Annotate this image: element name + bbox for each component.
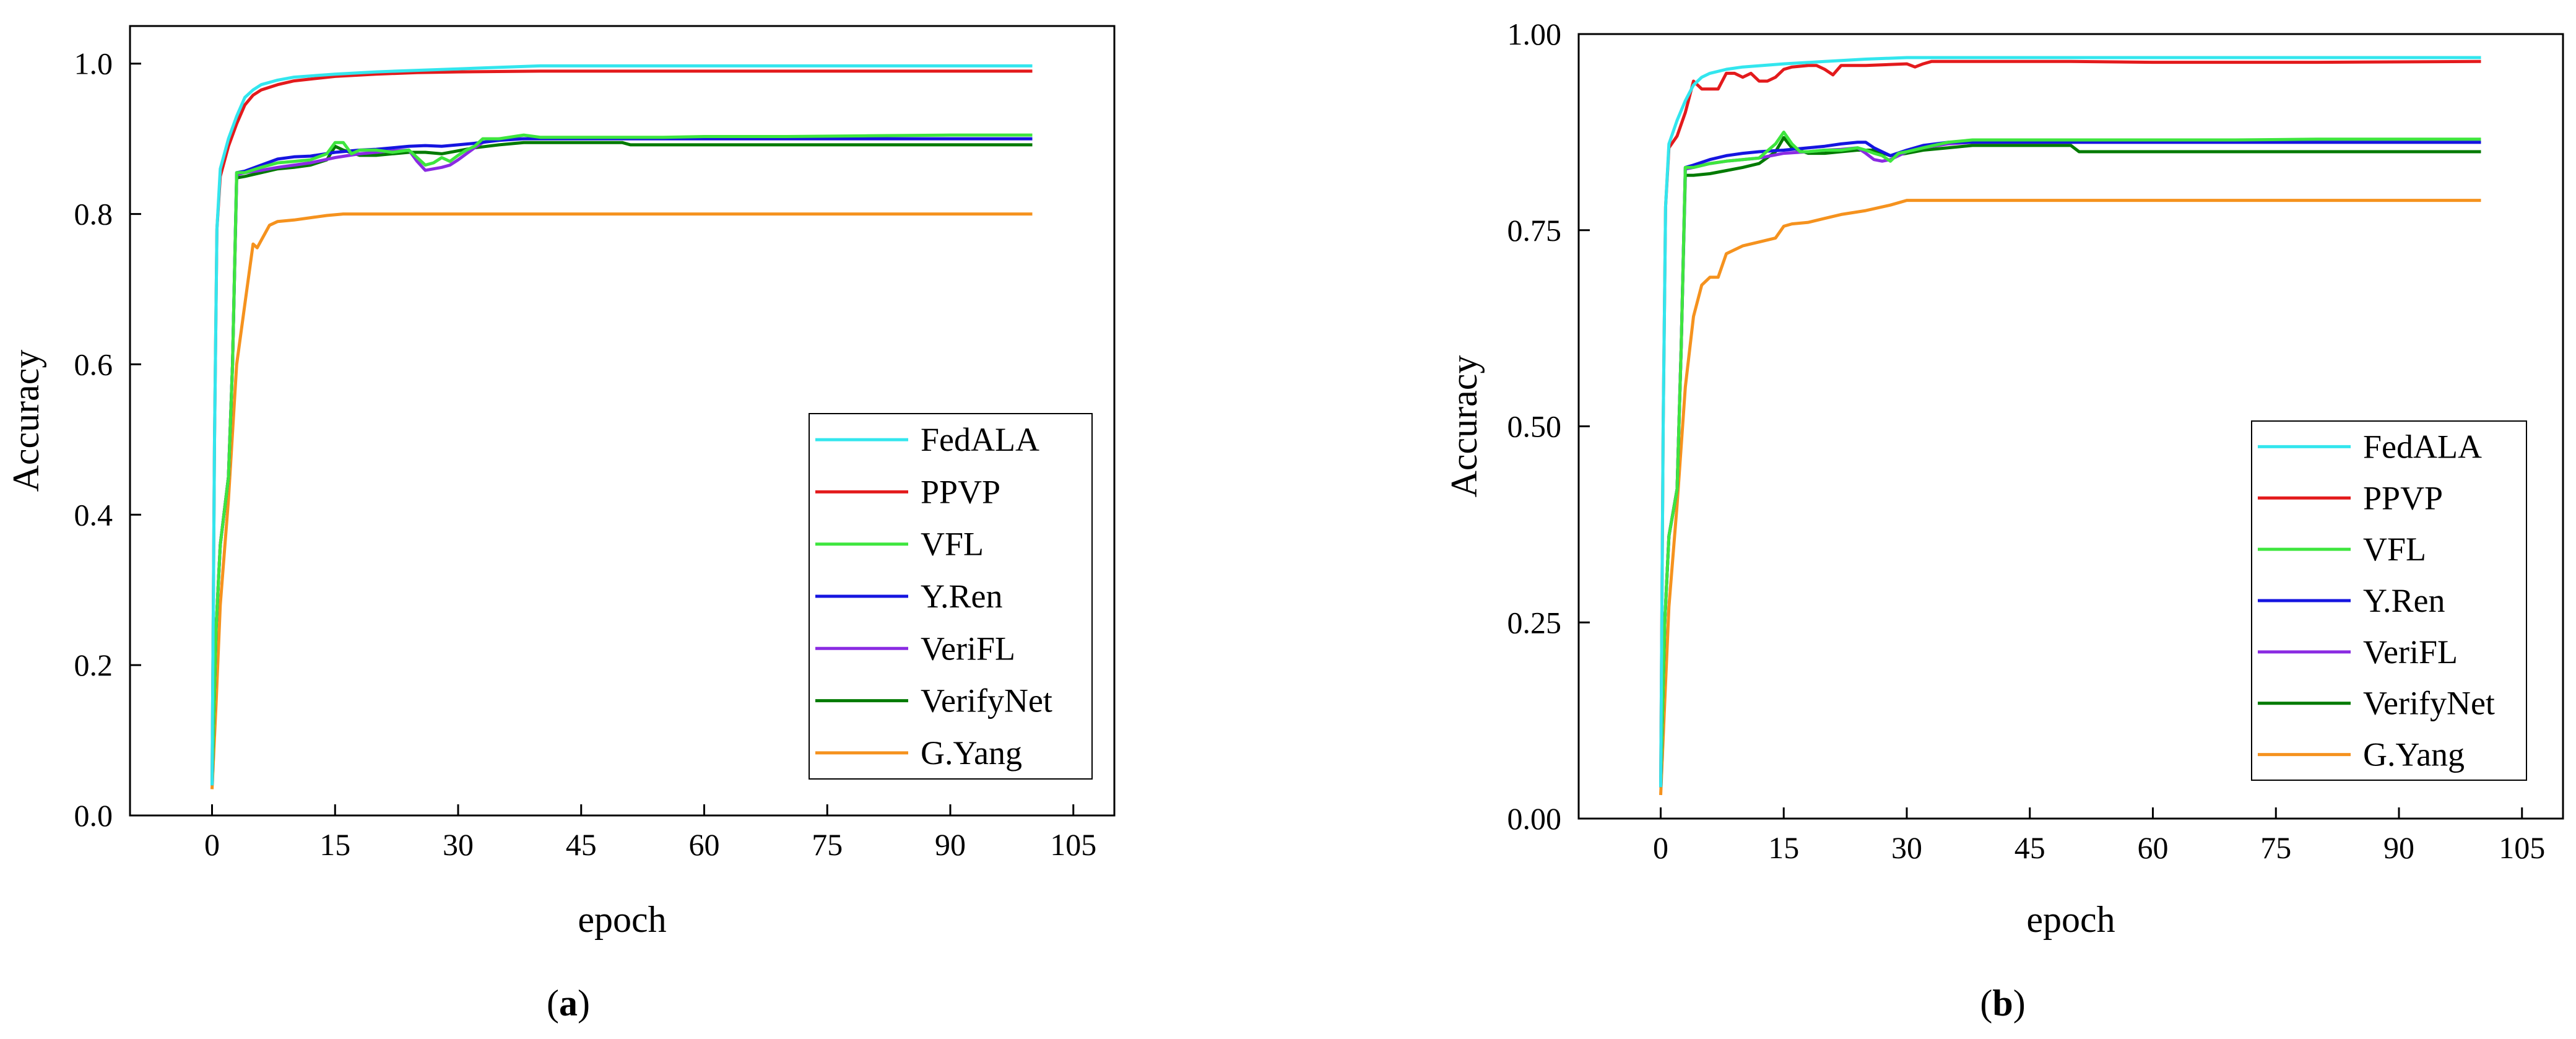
- y-tick-label: 1.0: [74, 46, 113, 81]
- x-tick-label: 105: [2499, 830, 2545, 865]
- y-tick-label: 0.25: [1507, 605, 1562, 640]
- x-tick-label: 15: [319, 827, 350, 862]
- legend-label: VerifyNet: [921, 682, 1052, 719]
- legend-label: FedALA: [921, 421, 1039, 458]
- chart-panel-a: 0 15 30 45 60 75 90 105 0.0 0.2 0.4 0.6 0.8 1.0 epoch A…: [6, 25, 1116, 1024]
- series-line-g-yang: [1659, 199, 2481, 796]
- x-tick-label: 90: [2383, 830, 2414, 865]
- legend-label: Y.Ren: [921, 578, 1003, 615]
- legend: FedALA PPVP VFL Y.Ren VeriFL VerifyNet G.Yang: [2251, 420, 2527, 781]
- legend-label: VFL: [2363, 531, 2426, 568]
- legend-label: Y.Ren: [2363, 582, 2445, 619]
- y-tick-label: 1.00: [1507, 17, 1562, 51]
- x-tick-label: 90: [935, 827, 966, 862]
- y-tick-label: 0.75: [1507, 213, 1562, 248]
- x-tick-label: 60: [689, 827, 720, 862]
- legend-label: VeriFL: [2363, 633, 2458, 671]
- panel-caption: (b): [1980, 983, 2025, 1024]
- x-tick-label: 0: [1653, 830, 1668, 865]
- legend-label: G.Yang: [921, 734, 1022, 772]
- y-tick-label: 0.6: [74, 347, 113, 381]
- legend-label: VerifyNet: [2363, 685, 2495, 722]
- series-line-vfl: [210, 133, 1033, 786]
- panel-caption: (a): [547, 983, 590, 1024]
- x-tick-label: 45: [566, 827, 597, 862]
- x-axis-title: epoch: [578, 899, 666, 940]
- y-axis-title: Accuracy: [1444, 355, 1485, 498]
- series-line-vfl: [1659, 130, 2481, 788]
- legend-label: VFL: [921, 526, 984, 563]
- panel-letter: a: [559, 983, 578, 1024]
- x-tick-label: 75: [2260, 830, 2291, 865]
- legend-label: G.Yang: [2363, 736, 2465, 773]
- x-tick-label: 15: [1768, 830, 1799, 865]
- x-tick-label: 0: [204, 827, 220, 862]
- x-tick-label: 105: [1050, 827, 1096, 862]
- y-tick-label: 0.00: [1507, 801, 1562, 836]
- series-group: [210, 64, 1033, 789]
- plot-frame: [129, 25, 1116, 817]
- y-tick-label: 0.50: [1507, 409, 1562, 444]
- panel-letter: b: [1992, 983, 2013, 1024]
- y-tick-label: 0.0: [74, 798, 113, 833]
- legend: FedALA PPVP VFL Y.Ren VeriFL VerifyNet G.Yang: [809, 413, 1093, 780]
- y-axis-title: Accuracy: [6, 350, 46, 492]
- series-line-fedala: [1659, 56, 2481, 788]
- series-line-fedala: [210, 64, 1033, 786]
- legend-label: PPVP: [921, 473, 1000, 510]
- legend-label: FedALA: [2363, 428, 2482, 465]
- y-tick-label: 0.4: [74, 497, 113, 532]
- x-tick-label: 75: [812, 827, 843, 862]
- x-tick-label: 60: [2138, 830, 2169, 865]
- chart-panel-b: 0 15 30 45 60 75 90 105 0.00 0.25 0.50 0.75 1.00 epoc…: [1444, 17, 2564, 1024]
- x-tick-label: 30: [1891, 830, 1922, 865]
- x-tick-label: 30: [443, 827, 474, 862]
- series-line-g-yang: [210, 212, 1033, 789]
- legend-label: PPVP: [2363, 479, 2443, 516]
- series-group: [1659, 56, 2481, 796]
- y-tick-label: 0.2: [74, 648, 113, 682]
- x-tick-label: 45: [2014, 830, 2045, 865]
- x-axis-title: epoch: [2026, 899, 2115, 940]
- y-tick-label: 0.8: [74, 197, 113, 232]
- legend-label: VeriFL: [921, 630, 1015, 667]
